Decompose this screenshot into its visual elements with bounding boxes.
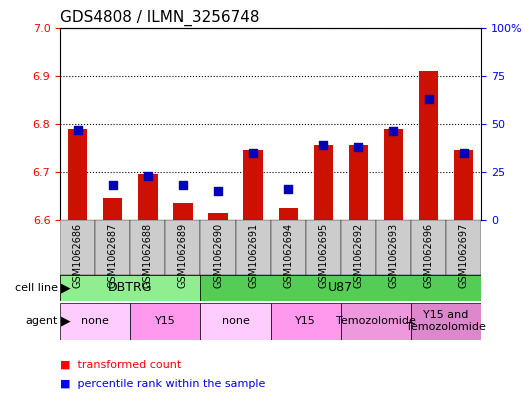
Bar [60, 303, 130, 340]
Text: cell line: cell line [15, 283, 58, 293]
Point [144, 173, 152, 179]
Bar [454, 150, 473, 220]
Bar [279, 208, 298, 220]
Text: none: none [222, 316, 249, 326]
Text: ■  percentile rank within the sample: ■ percentile rank within the sample [60, 379, 266, 389]
Point [424, 95, 433, 102]
Text: Temozolomide: Temozolomide [336, 316, 416, 326]
Text: none: none [81, 316, 109, 326]
Point [109, 182, 117, 189]
Bar [411, 303, 481, 340]
Bar [130, 303, 200, 340]
Text: GSM1062692: GSM1062692 [354, 223, 363, 288]
Point [179, 182, 187, 189]
Text: GSM1062691: GSM1062691 [248, 223, 258, 288]
Bar [446, 220, 481, 275]
Bar [271, 303, 341, 340]
Bar [208, 213, 228, 220]
Text: GSM1062686: GSM1062686 [73, 223, 83, 288]
Bar [235, 220, 271, 275]
Text: GSM1062689: GSM1062689 [178, 223, 188, 288]
Bar [349, 145, 368, 220]
Text: ■  transformed count: ■ transformed count [60, 360, 181, 369]
Bar [130, 220, 165, 275]
Text: U87: U87 [328, 281, 354, 294]
Text: GSM1062694: GSM1062694 [283, 223, 293, 288]
Bar [411, 220, 446, 275]
Bar [244, 150, 263, 220]
Bar [95, 220, 130, 275]
Point [354, 144, 362, 150]
Bar [68, 129, 87, 220]
Bar [384, 129, 403, 220]
Bar [200, 275, 481, 301]
Text: GSM1062690: GSM1062690 [213, 223, 223, 288]
Point [459, 149, 468, 156]
Point [389, 129, 397, 135]
Bar [60, 220, 95, 275]
Text: Y15: Y15 [155, 316, 176, 326]
Bar [200, 220, 235, 275]
Point [284, 186, 292, 193]
Point [74, 127, 82, 133]
Text: GSM1062687: GSM1062687 [108, 223, 118, 288]
Bar [306, 220, 341, 275]
Text: Y15 and
Temozolomide: Y15 and Temozolomide [406, 310, 486, 332]
Bar [314, 145, 333, 220]
Text: DBTRG: DBTRG [108, 281, 153, 294]
Bar [60, 275, 200, 301]
Text: agent: agent [25, 316, 58, 326]
Bar [419, 71, 438, 220]
Bar [341, 303, 411, 340]
Point [319, 142, 327, 148]
Bar [271, 220, 306, 275]
Text: GSM1062693: GSM1062693 [389, 223, 399, 288]
Bar [165, 220, 200, 275]
Bar [200, 303, 271, 340]
Text: GSM1062697: GSM1062697 [459, 223, 469, 288]
Text: ▶: ▶ [61, 315, 71, 328]
Text: GSM1062696: GSM1062696 [424, 223, 434, 288]
Point [249, 149, 257, 156]
Bar [103, 198, 122, 220]
Text: GDS4808 / ILMN_3256748: GDS4808 / ILMN_3256748 [60, 10, 259, 26]
Point [214, 188, 222, 194]
Text: Y15: Y15 [295, 316, 316, 326]
Bar [138, 174, 157, 220]
Bar [341, 220, 376, 275]
Bar [376, 220, 411, 275]
Text: GSM1062695: GSM1062695 [319, 223, 328, 288]
Bar [173, 203, 192, 220]
Text: GSM1062688: GSM1062688 [143, 223, 153, 288]
Text: ▶: ▶ [61, 281, 71, 294]
